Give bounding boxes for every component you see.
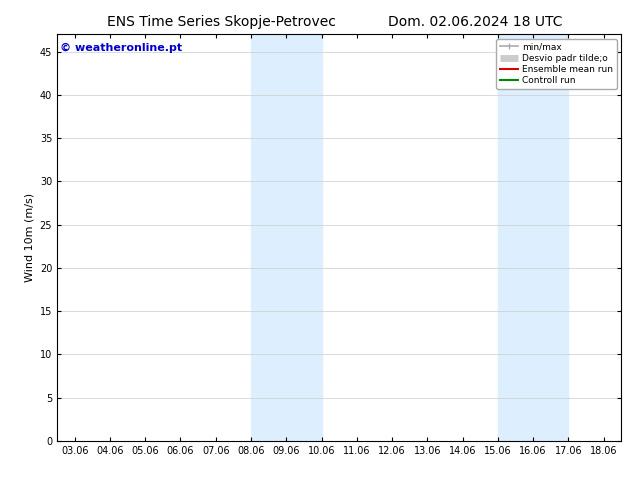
Text: ENS Time Series Skopje-Petrovec: ENS Time Series Skopje-Petrovec bbox=[107, 15, 337, 29]
Text: Dom. 02.06.2024 18 UTC: Dom. 02.06.2024 18 UTC bbox=[388, 15, 563, 29]
Bar bbox=[498, 34, 569, 441]
Y-axis label: Wind 10m (m/s): Wind 10m (m/s) bbox=[24, 193, 34, 282]
Bar bbox=[251, 34, 321, 441]
Text: © weatheronline.pt: © weatheronline.pt bbox=[60, 43, 182, 52]
Legend: min/max, Desvio padr tilde;o, Ensemble mean run, Controll run: min/max, Desvio padr tilde;o, Ensemble m… bbox=[496, 39, 617, 89]
